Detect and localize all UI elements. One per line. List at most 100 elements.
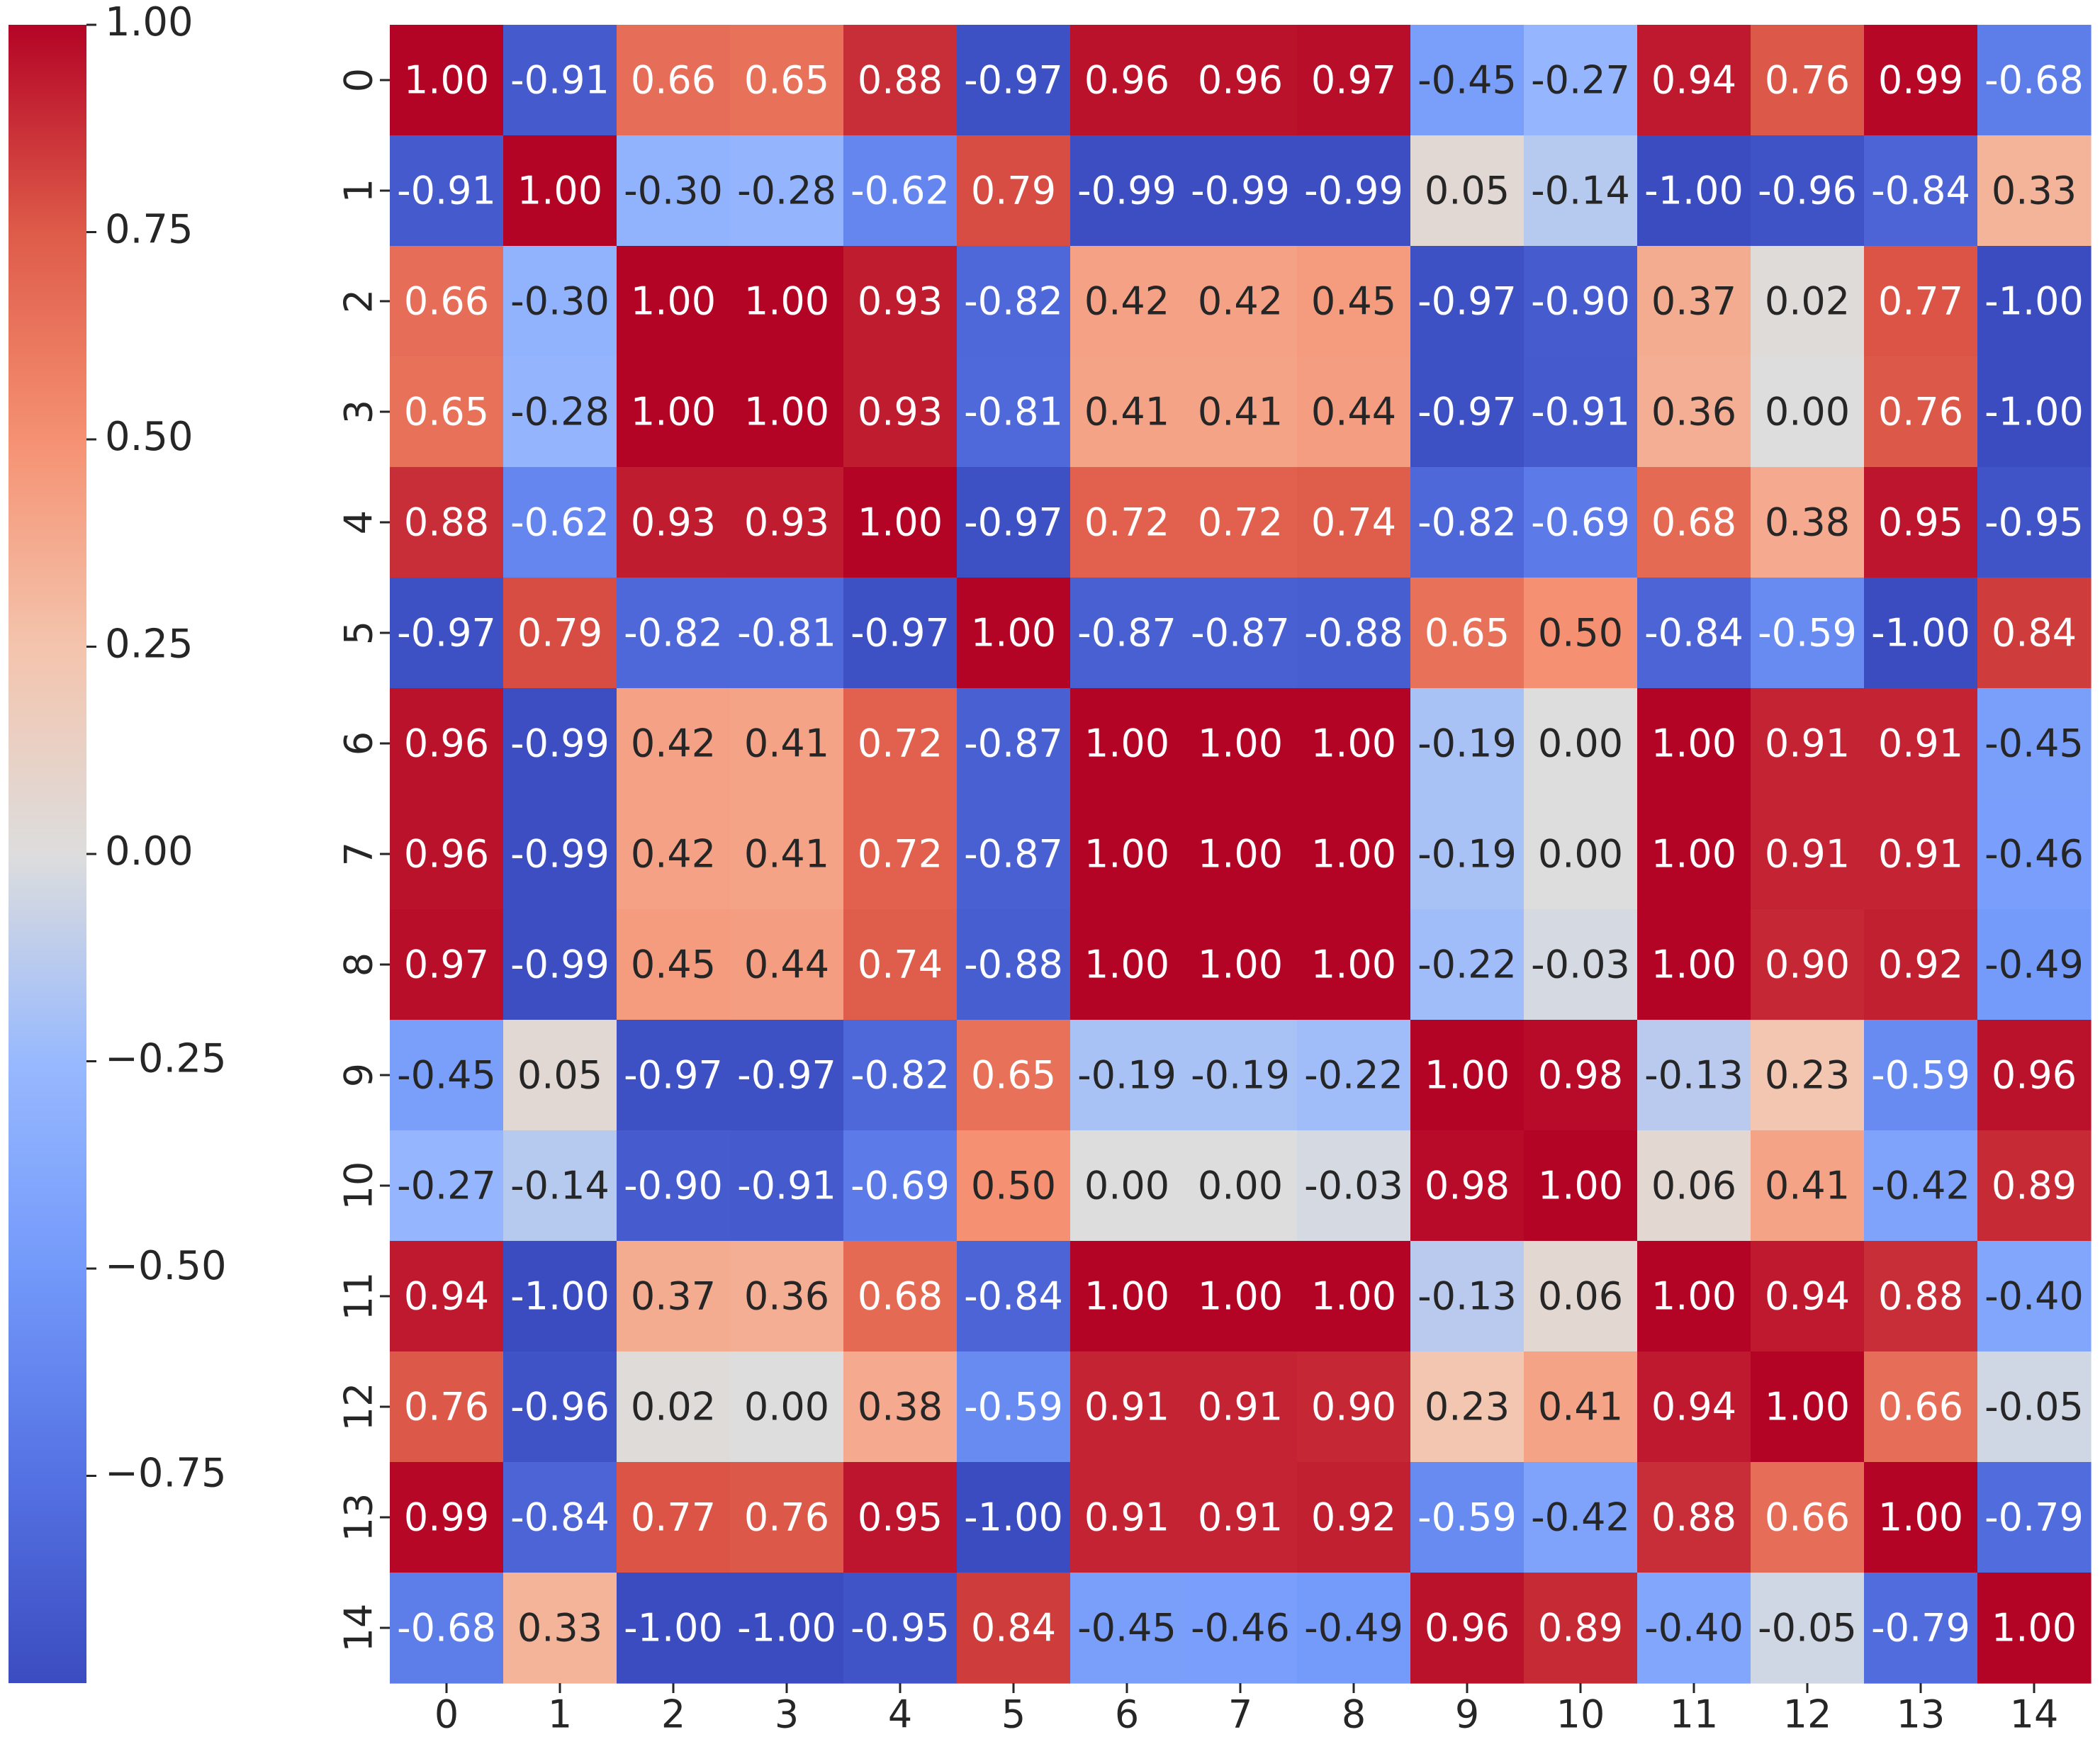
y-tick-label: 5 bbox=[337, 621, 381, 645]
heatmap-cell bbox=[730, 578, 844, 689]
heatmap-cell bbox=[1637, 135, 1751, 247]
heatmap-cell-label: -0.03 bbox=[1304, 1164, 1403, 1208]
heatmap-cell bbox=[1524, 25, 1638, 136]
heatmap-cell-label: 0.91 bbox=[1084, 1495, 1169, 1540]
heatmap-cell bbox=[390, 578, 504, 689]
heatmap-cell bbox=[1864, 909, 1978, 1021]
heatmap-cell-label: 0.79 bbox=[517, 611, 602, 656]
heatmap-cell bbox=[503, 356, 617, 468]
x-tick-label: 4 bbox=[888, 1692, 912, 1737]
heatmap-cell bbox=[1637, 467, 1751, 578]
heatmap-cell-label: -0.19 bbox=[1191, 1053, 1290, 1098]
y-tick-label: 6 bbox=[337, 731, 381, 755]
heatmap-cell-label: 0.74 bbox=[1311, 500, 1396, 545]
heatmap-cell bbox=[843, 356, 958, 468]
heatmap-cell-label: 0.95 bbox=[858, 1495, 943, 1540]
heatmap-cell-label: -0.19 bbox=[1417, 832, 1517, 877]
heatmap-cell-label: -0.87 bbox=[1077, 611, 1177, 656]
heatmap-cell bbox=[617, 246, 731, 357]
heatmap-cell bbox=[730, 1020, 844, 1131]
heatmap-cell-label: -0.40 bbox=[1644, 1606, 1744, 1651]
heatmap-cell-label: -0.95 bbox=[1984, 500, 2084, 545]
heatmap-cell-label: 0.68 bbox=[858, 1274, 943, 1319]
heatmap-cell bbox=[843, 1351, 958, 1463]
heatmap-cell bbox=[390, 25, 504, 136]
heatmap-cell-label: -0.59 bbox=[1417, 1495, 1517, 1540]
heatmap-cell-label: 0.42 bbox=[631, 832, 716, 877]
x-tick-label: 10 bbox=[1556, 1692, 1605, 1737]
heatmap-cell-label: -0.99 bbox=[510, 721, 610, 766]
heatmap-cell-label: -0.45 bbox=[1077, 1606, 1177, 1651]
heatmap-cell-label: -0.62 bbox=[850, 169, 950, 213]
heatmap-cell-label: 1.00 bbox=[1084, 943, 1169, 987]
heatmap-cell-label: 0.02 bbox=[1765, 279, 1850, 324]
heatmap-cell bbox=[843, 909, 958, 1021]
heatmap-cell-label: 1.00 bbox=[744, 390, 829, 434]
heatmap-cell bbox=[503, 799, 617, 910]
heatmap-cell bbox=[1864, 135, 1978, 247]
heatmap-cell-label: 0.50 bbox=[1538, 611, 1623, 656]
heatmap-cell-label: 0.00 bbox=[1198, 1164, 1283, 1208]
heatmap-cell-label: 0.00 bbox=[1538, 832, 1623, 877]
heatmap-cell bbox=[503, 1573, 617, 1684]
heatmap-cell bbox=[503, 25, 617, 136]
heatmap-cell bbox=[1070, 1020, 1184, 1131]
heatmap-cell bbox=[1977, 688, 2091, 799]
heatmap-cell bbox=[1297, 1241, 1411, 1352]
x-tick-label: 3 bbox=[775, 1692, 799, 1737]
heatmap-cell bbox=[730, 1351, 844, 1463]
heatmap-cell-label: 0.95 bbox=[1878, 500, 1963, 545]
x-tick-label: 9 bbox=[1455, 1692, 1479, 1737]
x-tick-label: 12 bbox=[1783, 1692, 1832, 1737]
y-tick-label: 10 bbox=[337, 1162, 381, 1210]
heatmap-cell-label: 1.00 bbox=[1198, 943, 1283, 987]
heatmap-cell bbox=[617, 1462, 731, 1573]
heatmap-cell bbox=[1297, 1020, 1411, 1131]
heatmap-cell bbox=[503, 1130, 617, 1242]
heatmap-cell-label: -0.84 bbox=[1644, 611, 1744, 656]
heatmap-cell-label: 1.00 bbox=[1311, 721, 1396, 766]
heatmap-cell bbox=[1977, 1573, 2091, 1684]
heatmap-cell-label: 0.23 bbox=[1765, 1053, 1850, 1098]
heatmap-cell-label: 0.94 bbox=[1651, 1385, 1736, 1429]
heatmap-cell-label: 0.00 bbox=[1538, 721, 1623, 766]
heatmap-cell-label: 0.91 bbox=[1198, 1385, 1283, 1429]
heatmap-cell-label: 0.37 bbox=[1651, 279, 1736, 324]
heatmap-cell bbox=[1184, 799, 1298, 910]
heatmap-cell-label: -0.87 bbox=[964, 832, 1063, 877]
heatmap-cell bbox=[1410, 1462, 1525, 1573]
heatmap-cell-label: -0.95 bbox=[850, 1606, 950, 1651]
heatmap-cell bbox=[957, 25, 1071, 136]
heatmap-cell-label: -0.97 bbox=[624, 1053, 723, 1098]
heatmap-cell bbox=[1070, 799, 1184, 910]
heatmap-cell bbox=[1637, 799, 1751, 910]
heatmap-cell-label: -0.40 bbox=[1984, 1274, 2084, 1319]
heatmap-cell-label: 0.65 bbox=[971, 1053, 1056, 1098]
heatmap-cell bbox=[1637, 1241, 1751, 1352]
heatmap-cell bbox=[957, 799, 1071, 910]
heatmap-cell bbox=[1070, 25, 1184, 136]
heatmap-cell-label: -0.99 bbox=[510, 832, 610, 877]
heatmap-cell-label: 1.00 bbox=[1765, 1385, 1850, 1429]
heatmap-cell bbox=[1184, 1351, 1298, 1463]
heatmap-cell-label: 0.90 bbox=[1765, 943, 1850, 987]
x-tick-label: 1 bbox=[548, 1692, 572, 1737]
heatmap-cell bbox=[617, 25, 731, 136]
heatmap-cell bbox=[617, 1130, 731, 1242]
heatmap-cell-label: -0.45 bbox=[1417, 58, 1517, 103]
heatmap-cell-label: 0.96 bbox=[1084, 58, 1169, 103]
heatmap-cell bbox=[843, 1462, 958, 1573]
heatmap-cell bbox=[1977, 25, 2091, 136]
heatmap-cell-label: 1.00 bbox=[1198, 721, 1283, 766]
heatmap-cell-label: -0.59 bbox=[1758, 611, 1857, 656]
heatmap-cell bbox=[1410, 1573, 1525, 1684]
heatmap-cell bbox=[1977, 1130, 2091, 1242]
heatmap-cell bbox=[957, 1241, 1071, 1352]
heatmap-cell bbox=[843, 135, 958, 247]
heatmap-cell bbox=[390, 1241, 504, 1352]
heatmap-cell-label: 1.00 bbox=[858, 500, 943, 545]
heatmap-cell-label: -1.00 bbox=[1984, 279, 2084, 324]
heatmap-cell-label: -0.27 bbox=[1531, 58, 1630, 103]
heatmap-cell-label: 0.42 bbox=[1084, 279, 1169, 324]
